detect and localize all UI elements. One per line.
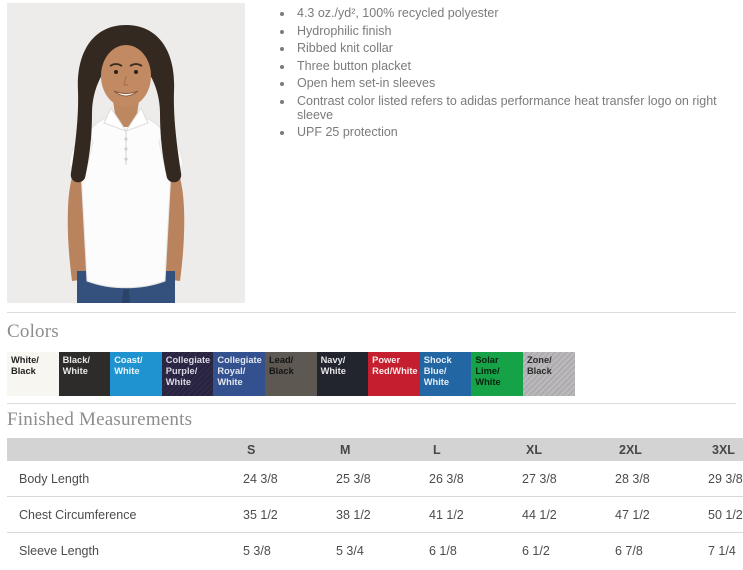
measurement-value: 5 3/8 bbox=[241, 532, 334, 568]
color-swatch-label: Collegiate Purple/ White bbox=[165, 355, 211, 387]
color-swatch-label: Power Red/White bbox=[372, 355, 418, 376]
measurements-heading: Finished Measurements bbox=[7, 409, 193, 430]
size-column-header: 3XL bbox=[706, 438, 743, 461]
feature-item: Contrast color listed refers to adidas p… bbox=[294, 94, 722, 122]
color-swatch[interactable]: Collegiate Royal/ White bbox=[213, 352, 265, 396]
measurement-row: Body Length 24 3/8 25 3/8 26 3/8 27 3/8 … bbox=[7, 461, 743, 497]
measurement-row: Chest Circumference 35 1/2 38 1/2 41 1/2… bbox=[7, 496, 743, 533]
color-swatch[interactable]: Solar Lime/ White bbox=[471, 352, 523, 396]
measurements-header-row: S M L XL 2XL 3XL bbox=[7, 438, 743, 461]
size-column-header: L bbox=[427, 438, 520, 461]
color-swatch[interactable]: Shock Blue/ White bbox=[419, 352, 472, 396]
size-column-header: M bbox=[334, 438, 427, 461]
color-swatch-label: Coast/ White bbox=[114, 355, 143, 376]
feature-item: Open hem set-in sleeves bbox=[294, 76, 722, 90]
measurement-value: 6 7/8 bbox=[613, 532, 706, 568]
color-swatch[interactable]: Collegiate Purple/ White bbox=[161, 352, 214, 396]
measurement-value: 28 3/8 bbox=[615, 471, 650, 486]
feature-list: 4.3 oz./yd², 100% recycled polyester Hyd… bbox=[277, 6, 722, 143]
color-swatch-label: White/ Black bbox=[11, 355, 39, 376]
color-swatch-label: Shock Blue/ White bbox=[423, 355, 452, 387]
feature-item: 4.3 oz./yd², 100% recycled polyester bbox=[294, 6, 722, 20]
model-photo-illustration bbox=[7, 3, 245, 303]
measurement-label: Sleeve Length bbox=[7, 532, 241, 568]
measurements-header-spacer bbox=[7, 438, 241, 461]
measurement-row: Sleeve Length 5 3/8 5 3/4 6 1/8 6 1/2 6 … bbox=[7, 532, 743, 568]
feature-item: Three button placket bbox=[294, 59, 722, 73]
color-swatch[interactable]: Navy/ White bbox=[316, 352, 369, 396]
color-swatch-label: Black/ White bbox=[62, 355, 90, 376]
measurement-value: 6 1/8 bbox=[427, 532, 520, 568]
color-swatch[interactable]: Black/ White bbox=[58, 352, 111, 396]
color-swatch[interactable]: Coast/ White bbox=[110, 352, 162, 396]
measurement-value: 35 1/2 bbox=[241, 496, 334, 533]
measurement-value: 26 3/8 bbox=[429, 471, 464, 486]
measurement-value: 29 3/8 bbox=[708, 471, 743, 486]
colors-heading: Colors bbox=[7, 321, 59, 342]
measurement-label: Body Length bbox=[19, 471, 90, 486]
color-swatch-label: Zone/ Black bbox=[526, 355, 552, 376]
color-swatch-label: Navy/ White bbox=[320, 355, 346, 376]
color-swatch[interactable]: Power Red/White bbox=[368, 352, 420, 396]
color-swatch[interactable]: Zone/ Black bbox=[522, 352, 575, 396]
color-swatch-row: White/ Black Black/ White Coast/ White C… bbox=[7, 352, 575, 396]
measurement-value: 5 3/4 bbox=[334, 532, 427, 568]
measurement-value: 47 1/2 bbox=[613, 496, 706, 533]
feature-item: Hydrophilic finish bbox=[294, 24, 722, 38]
measurement-value: 44 1/2 bbox=[520, 496, 613, 533]
measurement-value: 6 1/2 bbox=[520, 532, 613, 568]
measurement-value: 27 3/8 bbox=[522, 471, 557, 486]
colors-section-divider bbox=[7, 403, 736, 404]
size-column-header: 2XL bbox=[613, 438, 706, 461]
size-column-header: S bbox=[241, 438, 334, 461]
feature-item: Ribbed knit collar bbox=[294, 41, 722, 55]
measurement-label: Chest Circumference bbox=[7, 496, 241, 533]
measurement-value: 41 1/2 bbox=[427, 496, 520, 533]
color-swatch[interactable]: White/ Black bbox=[7, 352, 59, 396]
feature-item: UPF 25 protection bbox=[294, 125, 722, 139]
size-column-header: XL bbox=[520, 438, 613, 461]
measurements-table: S M L XL 2XL 3XL Body Length 2 bbox=[7, 438, 743, 568]
product-photo bbox=[7, 3, 245, 303]
color-swatch-label: Collegiate Royal/ White bbox=[217, 355, 262, 387]
photo-section-divider bbox=[7, 312, 736, 313]
color-swatch-label: Solar Lime/ White bbox=[475, 355, 501, 387]
measurement-value: 38 1/2 bbox=[334, 496, 427, 533]
measurement-value: 24 3/8 bbox=[243, 471, 278, 486]
measurement-value: 7 1/4 bbox=[706, 532, 743, 568]
measurement-value: 50 1/2 bbox=[706, 496, 743, 533]
measurement-value: 25 3/8 bbox=[336, 471, 371, 486]
color-swatch[interactable]: Lead/ Black bbox=[264, 352, 317, 396]
color-swatch-label: Lead/ Black bbox=[268, 355, 294, 376]
